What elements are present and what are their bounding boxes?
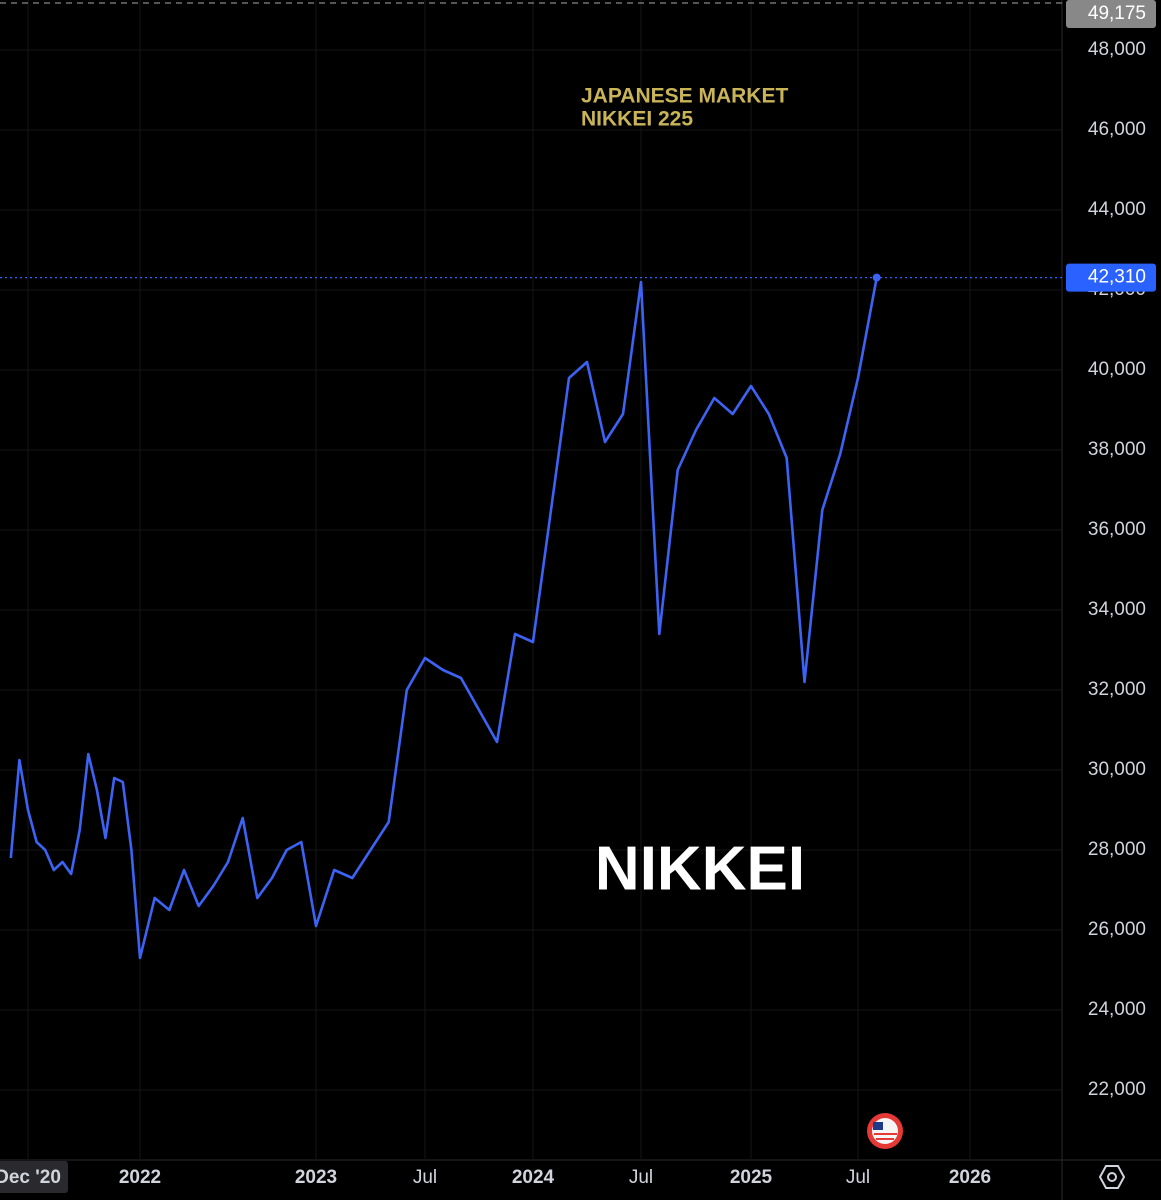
watermark: NIKKEI (595, 834, 805, 903)
x-label-box (0, 1161, 68, 1193)
x-tick-label: 2023 (295, 1167, 337, 1188)
y-tick-label: 34,000 (1088, 599, 1146, 620)
chart-subtitle: NIKKEI 225 (581, 108, 693, 131)
y-tick-label: 38,000 (1088, 439, 1146, 460)
price-label-box (1066, 263, 1156, 292)
y-tick-label: 30,000 (1088, 759, 1146, 780)
y-tick-label: 46,000 (1088, 119, 1146, 140)
flag-canton (873, 1122, 883, 1130)
price-label-box (1066, 0, 1156, 28)
settings-dot[interactable] (1107, 1172, 1117, 1182)
x-tick-label: 2026 (949, 1167, 991, 1188)
flag-icon (867, 1113, 903, 1149)
price-label: 42,310 (1088, 267, 1146, 288)
last-point (872, 273, 881, 282)
price-line-series (9, 277, 878, 960)
grid (0, 0, 1062, 1160)
y-tick-label: 24,000 (1088, 999, 1146, 1020)
x-tick-label: 2022 (119, 1167, 161, 1188)
y-tick-label: 40,000 (1088, 359, 1146, 380)
settings-icon[interactable] (1098, 1165, 1126, 1189)
y-tick-label: 36,000 (1088, 519, 1146, 540)
y-tick-label: 44,000 (1088, 199, 1146, 220)
x-tick-label: Jul (629, 1167, 653, 1188)
price-label: 49,175 (1088, 3, 1146, 24)
x-tick-label: Jul (413, 1167, 437, 1188)
y-tick-label: 32,000 (1088, 679, 1146, 700)
y-tick-label: 28,000 (1088, 839, 1146, 860)
x-tick-label: Jul (846, 1167, 870, 1188)
flag-body (872, 1118, 898, 1144)
chart-title: JAPANESE MARKET (581, 85, 788, 108)
x-tick-label: 2024 (512, 1167, 555, 1188)
x-tick-label: Dec '20 (0, 1167, 61, 1188)
y-tick-label: 26,000 (1088, 919, 1146, 940)
settings-hex[interactable] (1098, 1165, 1126, 1189)
y-tick-label: 22,000 (1088, 1079, 1146, 1100)
plot (0, 2, 1062, 960)
y-tick-label: 48,000 (1088, 39, 1146, 60)
x-tick-label: 2025 (730, 1167, 773, 1188)
